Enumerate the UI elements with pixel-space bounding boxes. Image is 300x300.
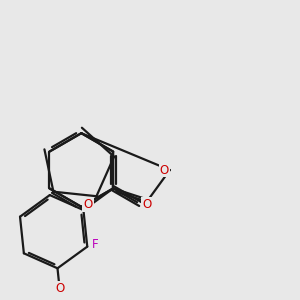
- Text: O: O: [55, 282, 64, 295]
- Text: O: O: [83, 199, 93, 212]
- Text: O: O: [160, 164, 169, 176]
- Text: F: F: [92, 238, 99, 251]
- Text: O: O: [142, 197, 152, 211]
